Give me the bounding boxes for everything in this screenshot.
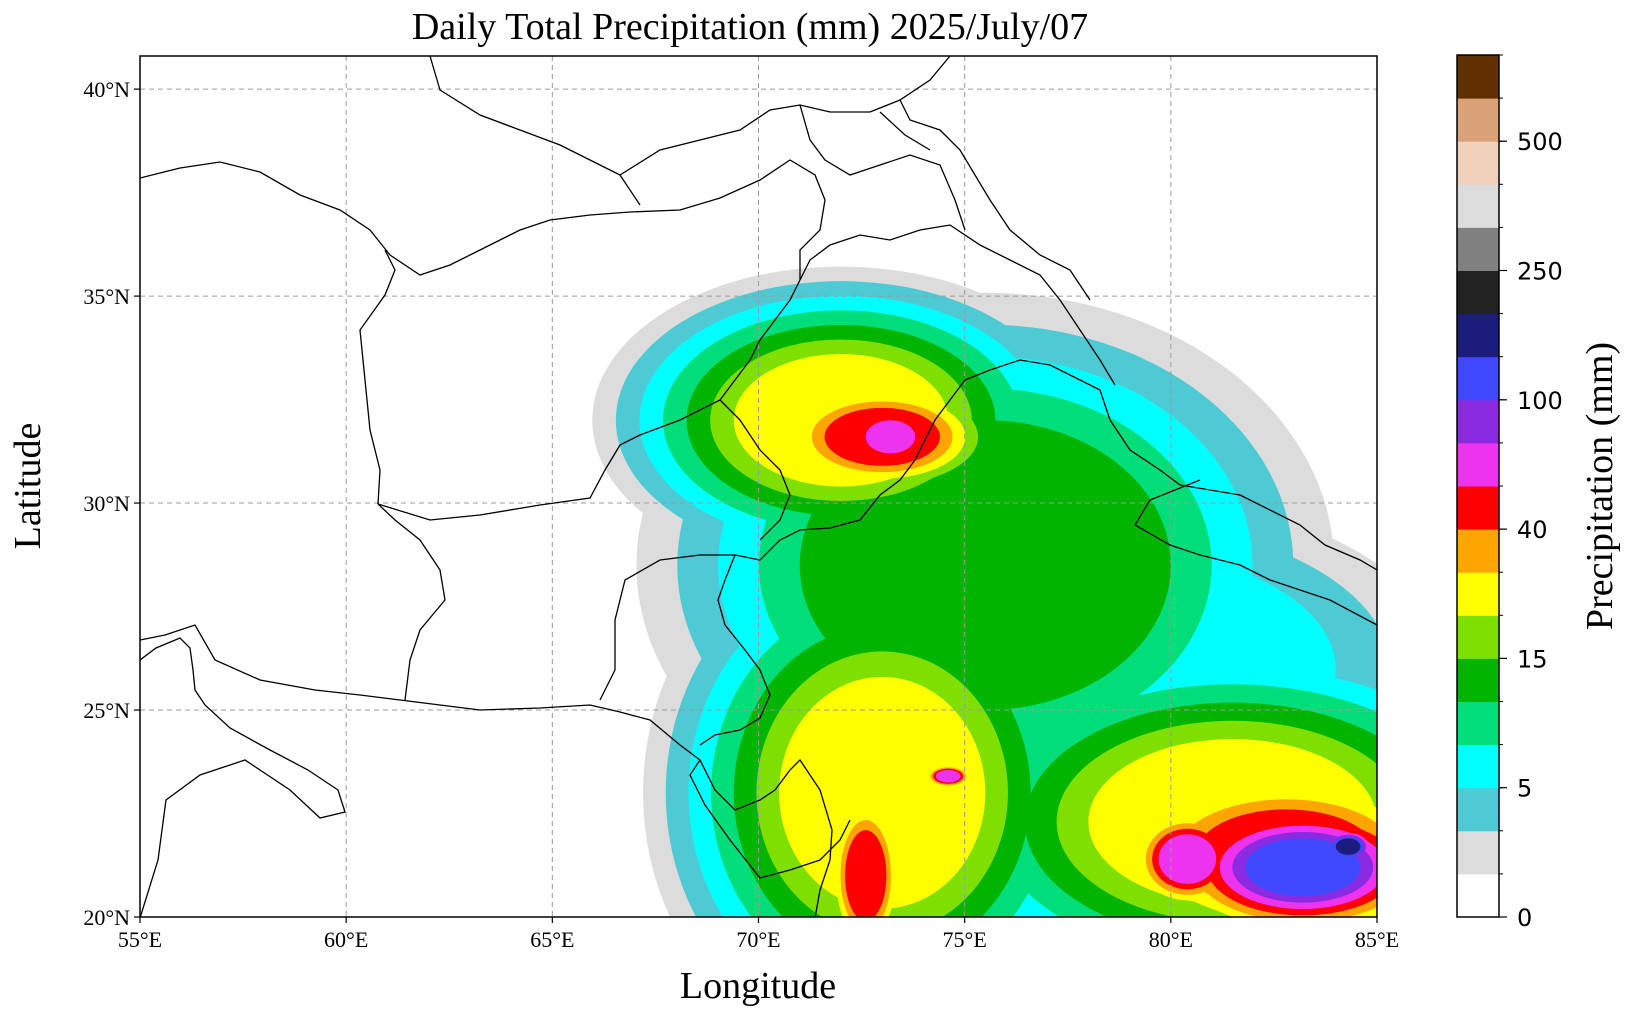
x-axis-label: Longitude [680, 965, 836, 1007]
y-tick-label: 40°N [83, 77, 130, 102]
border-pakistan-india-south [599, 554, 735, 701]
precip-region-11-level-13 [1335, 838, 1361, 855]
colorbar-tick-label: 5 [1517, 775, 1532, 803]
colorbar-tick-label: 40 [1517, 516, 1548, 544]
country-borders [140, 56, 1377, 917]
x-tick-label: 70°E [736, 927, 780, 952]
colorbar-tick-label: 500 [1517, 128, 1563, 156]
precip-region-2-level-10 [865, 420, 916, 454]
colorbar-bin [1457, 658, 1499, 702]
colorbar-bin [1457, 830, 1499, 875]
border-afghanistan-north [140, 159, 826, 280]
colorbar: 0 5 15 40 100 250 500 [1456, 54, 1563, 932]
colorbar-label: Precipitation (mm) [1579, 342, 1621, 630]
latitude-ticks: 20°N 25°N 30°N 35°N 40°N [83, 77, 140, 930]
x-tick-label: 65°E [530, 927, 574, 952]
x-tick-label: 75°E [943, 927, 987, 952]
border-pakistan-internal [719, 399, 791, 541]
border-afghanistan-pakistan [377, 279, 801, 521]
y-tick-label: 30°N [83, 491, 130, 516]
precip-region-12-level-10 [935, 770, 961, 783]
colorbar-tick-label: 100 [1517, 387, 1563, 415]
colorbar-bin [1457, 442, 1499, 487]
colorbar-bin [1457, 98, 1499, 142]
border-india-nepal [1134, 524, 1377, 626]
gridlines [140, 56, 1377, 917]
border-tajikistan-china [799, 104, 966, 231]
y-tick-label: 20°N [83, 905, 130, 930]
colorbar-bin [1457, 399, 1499, 444]
colorbar-bin [1457, 873, 1499, 918]
precip-region-10-level-12 [1245, 838, 1361, 897]
border-china-north [899, 99, 1091, 301]
coastline-iran-pakistan [140, 624, 833, 917]
border-iran-afghanistan [359, 249, 396, 505]
border-kashmir [799, 224, 1116, 391]
colorbar-bin [1457, 615, 1499, 659]
y-tick-label: 35°N [83, 284, 130, 309]
colorbar-bin [1457, 227, 1499, 271]
map-title: Daily Total Precipitation (mm) 2025/July… [412, 6, 1088, 48]
x-tick-label: 55°E [118, 927, 162, 952]
colorbar-tick-label: 250 [1517, 258, 1563, 286]
colorbar-bin [1457, 787, 1499, 832]
colorbar-bin [1457, 486, 1499, 530]
colorbar-bin [1457, 141, 1499, 185]
precip-region-9-level-10 [1158, 834, 1217, 884]
colorbar-bin [1457, 55, 1499, 99]
y-axis-label: Latitude [7, 423, 49, 550]
border-iran-pakistan [377, 503, 446, 701]
x-tick-label: 80°E [1149, 927, 1193, 952]
precip-region-6-level-9 [845, 830, 887, 917]
precipitation-field [592, 266, 1377, 917]
colorbar-bin [1457, 356, 1499, 401]
map-plot-area [140, 56, 1377, 917]
coastline-gujarat [689, 759, 851, 879]
colorbar-bin [1457, 701, 1499, 746]
colorbar-bin [1457, 184, 1499, 228]
colorbar-bin [1457, 744, 1499, 789]
border-nepal-china [1134, 479, 1201, 526]
longitude-ticks: 55°E 60°E 65°E 70°E 75°E 80°E 85°E [118, 917, 1399, 952]
x-tick-label: 85°E [1355, 927, 1399, 952]
y-tick-label: 25°N [83, 698, 130, 723]
x-tick-label: 60°E [324, 927, 368, 952]
colorbar-bin [1457, 572, 1499, 616]
colorbar-tick-label: 15 [1517, 645, 1548, 673]
colorbar-tick-label: 0 [1517, 904, 1532, 932]
border-india-china [1099, 389, 1377, 571]
colorbar-bin [1457, 529, 1499, 573]
colorbar-bin [1457, 313, 1499, 358]
coastline-arabia [140, 637, 346, 917]
border-pakistan-india [699, 379, 966, 746]
colorbar-bin [1457, 270, 1499, 315]
